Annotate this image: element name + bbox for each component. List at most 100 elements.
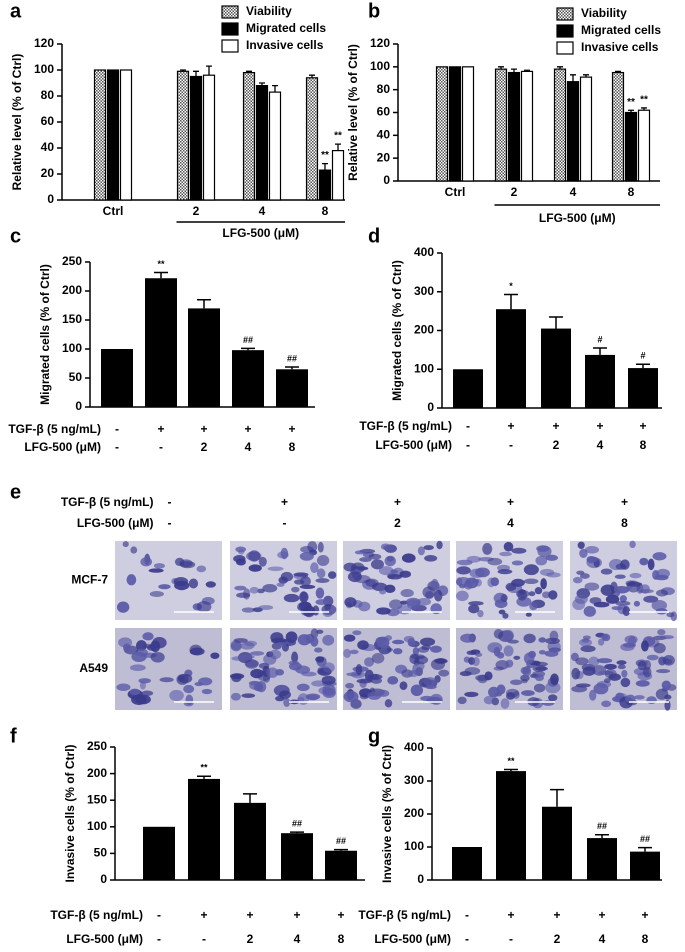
annotation: ## <box>336 836 346 846</box>
cell <box>538 637 547 643</box>
cell <box>505 659 514 668</box>
cell <box>377 636 390 649</box>
cell <box>614 574 626 579</box>
y-tick-label: 100 <box>62 341 82 355</box>
bar <box>143 826 175 880</box>
cell <box>152 636 167 649</box>
group-label: LFG-500 (μM) <box>222 226 299 240</box>
cell <box>277 551 289 559</box>
cell <box>354 550 366 555</box>
condition-value: + <box>394 495 401 509</box>
x-tick-label: 2 <box>193 204 200 218</box>
condition-value: - <box>509 438 513 452</box>
condition-value: + <box>507 908 514 922</box>
cell <box>423 545 434 551</box>
condition-value: + <box>200 908 207 922</box>
cell <box>633 600 641 607</box>
cell <box>574 594 588 605</box>
condition-value: + <box>281 495 288 509</box>
condition-value: - <box>283 516 287 530</box>
condition-value: - <box>157 908 161 922</box>
condition-value: + <box>507 419 514 433</box>
cell <box>250 651 265 656</box>
cell <box>393 648 403 655</box>
cell <box>376 607 391 615</box>
y-tick-label: 100 <box>34 62 54 76</box>
condition-value: + <box>621 495 628 509</box>
cell <box>637 660 647 671</box>
panel-label: b <box>368 0 380 22</box>
cell <box>605 594 620 604</box>
cell <box>322 634 335 646</box>
condition-value: + <box>337 908 344 922</box>
legend-swatch <box>221 5 239 19</box>
cell <box>656 589 668 597</box>
cell <box>135 694 151 705</box>
cell <box>616 660 627 665</box>
error-bar <box>641 107 647 111</box>
cell <box>643 595 659 603</box>
cell <box>529 602 538 611</box>
error-bar <box>334 848 348 851</box>
error-bar <box>615 70 621 73</box>
cell <box>407 670 419 678</box>
cell <box>468 601 484 606</box>
annotation: ## <box>243 335 253 345</box>
cell <box>429 693 443 705</box>
error-bar <box>285 366 299 370</box>
cell <box>400 589 414 598</box>
cell <box>301 671 317 677</box>
cell <box>283 593 300 603</box>
error-bar <box>272 84 278 93</box>
cell <box>267 566 284 572</box>
cell <box>535 555 548 566</box>
cell <box>521 678 528 684</box>
cell <box>545 554 558 561</box>
bar <box>496 309 526 408</box>
cell <box>424 554 438 562</box>
error-bar <box>511 68 517 73</box>
cell <box>500 698 510 709</box>
cell <box>656 568 671 579</box>
cell <box>185 694 194 706</box>
error-bar <box>197 298 211 309</box>
cell <box>502 612 509 619</box>
bar <box>145 278 177 407</box>
cell <box>390 569 398 574</box>
condition-value: - <box>159 440 163 454</box>
bar <box>448 66 462 182</box>
error-bar <box>246 70 252 73</box>
cell <box>584 582 600 591</box>
cell <box>498 609 506 615</box>
y-tick-label: 200 <box>414 323 434 337</box>
cell <box>416 597 432 606</box>
cell <box>384 699 393 708</box>
cell <box>652 569 660 580</box>
cell <box>315 656 325 663</box>
y-tick-label: 0 <box>427 400 434 414</box>
y-tick-label: 20 <box>377 150 391 164</box>
bar <box>542 806 572 880</box>
error-bar <box>259 82 265 86</box>
condition-value: 4 <box>597 438 604 452</box>
bar <box>637 109 651 182</box>
y-tick-label: 200 <box>87 766 107 780</box>
cell <box>179 559 193 568</box>
cell <box>321 675 336 685</box>
annotation: ## <box>597 821 607 831</box>
cell <box>364 657 375 667</box>
cell <box>582 635 591 640</box>
cell <box>293 572 309 577</box>
cell <box>129 688 141 696</box>
cell <box>517 589 527 601</box>
cell <box>384 584 396 594</box>
cell <box>579 548 588 559</box>
cell <box>487 577 495 588</box>
cell <box>472 657 480 667</box>
cell <box>656 669 671 674</box>
cell <box>297 634 311 646</box>
cell <box>196 601 212 613</box>
error-bar <box>636 363 650 369</box>
cell <box>345 682 355 689</box>
